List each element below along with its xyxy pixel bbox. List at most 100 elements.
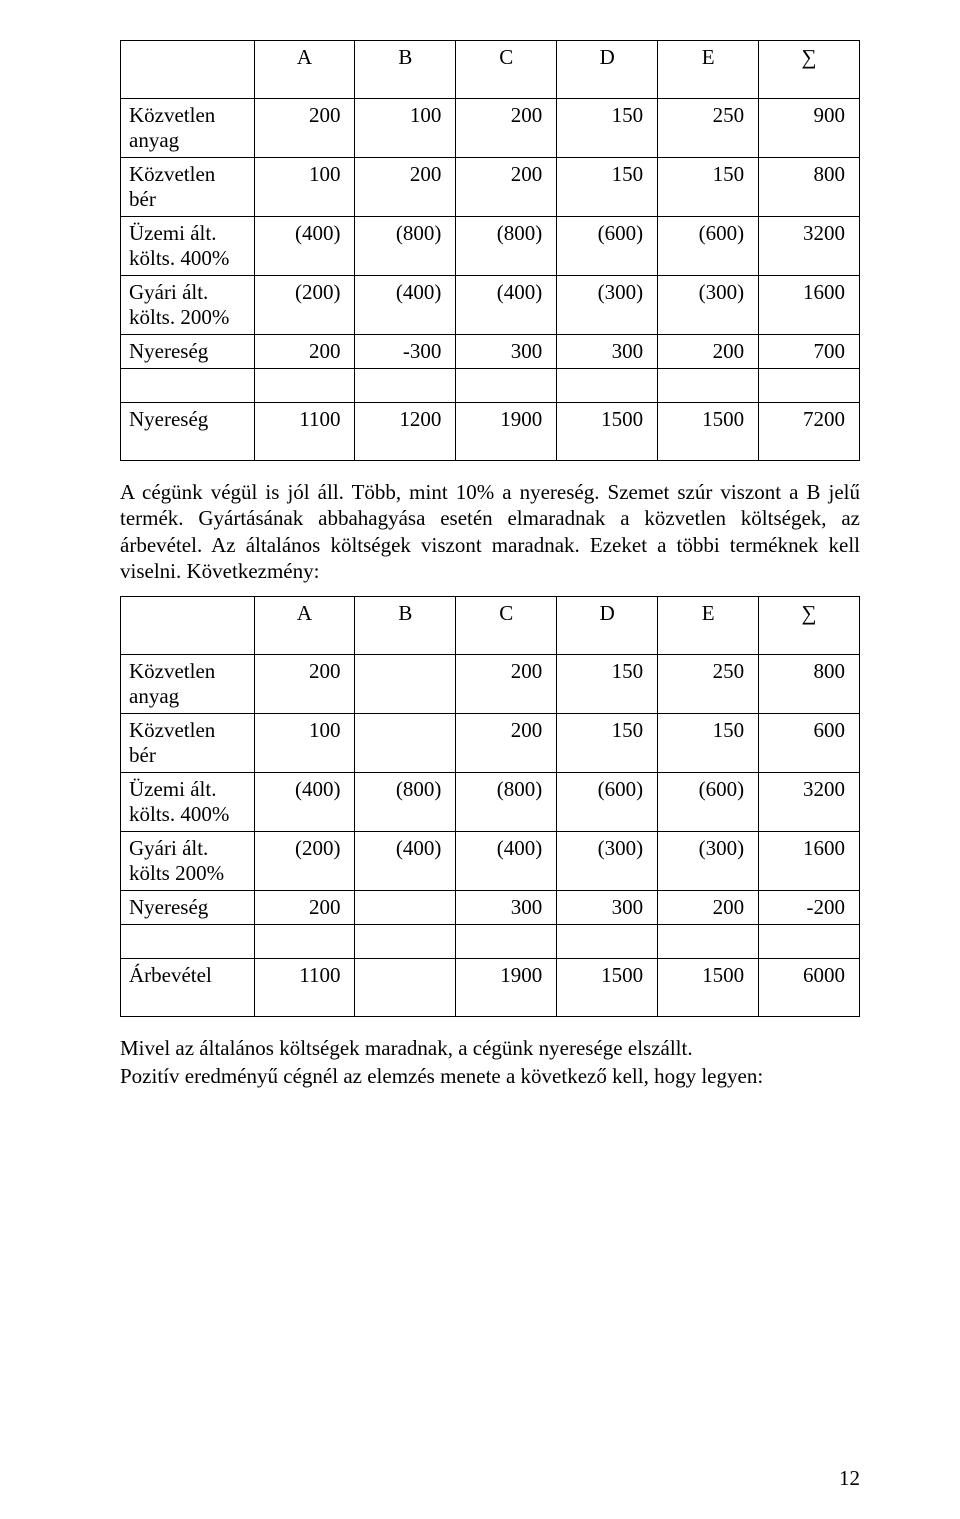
data-cell: 3200: [759, 217, 860, 276]
col-header: C: [456, 597, 557, 655]
table-row: Üzemi ált. költs. 400%(400)(800)(800)(60…: [121, 217, 860, 276]
table-header-row: A B C D E ∑: [121, 41, 860, 99]
data-cell: 200: [355, 158, 456, 217]
table-row: Nyereség200-300300300200700: [121, 335, 860, 369]
data-cell: [355, 655, 456, 714]
data-cell: (800): [456, 773, 557, 832]
col-header: D: [557, 597, 658, 655]
data-cell: 200: [254, 335, 355, 369]
data-cell: (800): [355, 217, 456, 276]
data-cell: (200): [254, 832, 355, 891]
data-cell: (400): [254, 773, 355, 832]
data-cell: 1100: [254, 403, 355, 461]
data-cell: 1900: [456, 959, 557, 1017]
table-gap-row: [121, 369, 860, 403]
data-cell: 150: [658, 158, 759, 217]
data-cell: (600): [557, 773, 658, 832]
data-cell: 1500: [557, 959, 658, 1017]
data-cell: 200: [658, 335, 759, 369]
data-cell: 3200: [759, 773, 860, 832]
empty-cell: [355, 369, 456, 403]
data-cell: 1100: [254, 959, 355, 1017]
empty-cell: [254, 925, 355, 959]
col-header: B: [355, 41, 456, 99]
data-cell: 1500: [557, 403, 658, 461]
data-cell: (800): [355, 773, 456, 832]
col-header: B: [355, 597, 456, 655]
paragraph-2: Mivel az általános költségek maradnak, a…: [120, 1035, 860, 1061]
header-empty: [121, 41, 255, 99]
data-cell: 100: [254, 158, 355, 217]
row-label: Közvetlen anyag: [121, 655, 255, 714]
data-cell: (400): [456, 276, 557, 335]
data-cell: 200: [456, 655, 557, 714]
data-cell: 200: [658, 891, 759, 925]
table-row: Gyári ált. költs. 200%(200)(400)(400)(30…: [121, 276, 860, 335]
empty-cell: [759, 369, 860, 403]
table-row: Közvetlen anyag200100200150250900: [121, 99, 860, 158]
data-cell: (600): [658, 773, 759, 832]
row-label: Nyereség: [121, 403, 255, 461]
data-cell: 200: [254, 891, 355, 925]
data-cell: (400): [254, 217, 355, 276]
empty-cell: [557, 369, 658, 403]
data-cell: 800: [759, 158, 860, 217]
data-cell: 150: [658, 714, 759, 773]
data-cell: 150: [557, 99, 658, 158]
header-empty: [121, 597, 255, 655]
data-cell: [355, 891, 456, 925]
data-cell: [355, 959, 456, 1017]
table-row: Üzemi ált. költs. 400%(400)(800)(800)(60…: [121, 773, 860, 832]
data-cell: 200: [254, 99, 355, 158]
data-cell: (400): [456, 832, 557, 891]
data-cell: -200: [759, 891, 860, 925]
empty-cell: [121, 369, 255, 403]
col-header-sum: ∑: [759, 41, 860, 99]
data-cell: 300: [456, 891, 557, 925]
table-row: Árbevétel11001900150015006000: [121, 959, 860, 1017]
data-cell: 200: [456, 158, 557, 217]
row-label: Közvetlen bér: [121, 714, 255, 773]
data-cell: 150: [557, 158, 658, 217]
data-cell: 150: [557, 655, 658, 714]
col-header: A: [254, 41, 355, 99]
table2-body: Közvetlen anyag200200150250800Közvetlen …: [121, 655, 860, 1017]
data-cell: 1900: [456, 403, 557, 461]
data-cell: 1500: [658, 959, 759, 1017]
data-cell: 200: [456, 99, 557, 158]
data-cell: 200: [456, 714, 557, 773]
document-page: A B C D E ∑ Közvetlen anyag2001002001502…: [0, 0, 960, 1519]
row-label: Gyári ált. költs 200%: [121, 832, 255, 891]
col-header: D: [557, 41, 658, 99]
paragraph-3: Pozitív eredményű cégnél az elemzés mene…: [120, 1063, 860, 1089]
data-cell: (200): [254, 276, 355, 335]
empty-cell: [254, 369, 355, 403]
row-label: Gyári ált. költs. 200%: [121, 276, 255, 335]
table-row: Közvetlen bér100200200150150800: [121, 158, 860, 217]
data-cell: 1200: [355, 403, 456, 461]
row-label: Közvetlen anyag: [121, 99, 255, 158]
cost-table-2: A B C D E ∑ Közvetlen anyag2002001502508…: [120, 596, 860, 1017]
empty-cell: [658, 369, 759, 403]
empty-cell: [121, 925, 255, 959]
data-cell: (400): [355, 832, 456, 891]
empty-cell: [456, 369, 557, 403]
col-header: A: [254, 597, 355, 655]
data-cell: 200: [254, 655, 355, 714]
row-label: Közvetlen bér: [121, 158, 255, 217]
data-cell: 250: [658, 655, 759, 714]
data-cell: 100: [254, 714, 355, 773]
table-gap-row: [121, 925, 860, 959]
data-cell: (400): [355, 276, 456, 335]
data-cell: (300): [557, 276, 658, 335]
paragraph-1: A cégünk végül is jól áll. Több, mint 10…: [120, 479, 860, 584]
table1-body: Közvetlen anyag200100200150250900Közvetl…: [121, 99, 860, 461]
empty-cell: [456, 925, 557, 959]
data-cell: (300): [658, 276, 759, 335]
data-cell: 1600: [759, 276, 860, 335]
data-cell: (600): [557, 217, 658, 276]
data-cell: [355, 714, 456, 773]
page-number: 12: [839, 1466, 860, 1491]
data-cell: (300): [557, 832, 658, 891]
table-row: Nyereség110012001900150015007200: [121, 403, 860, 461]
